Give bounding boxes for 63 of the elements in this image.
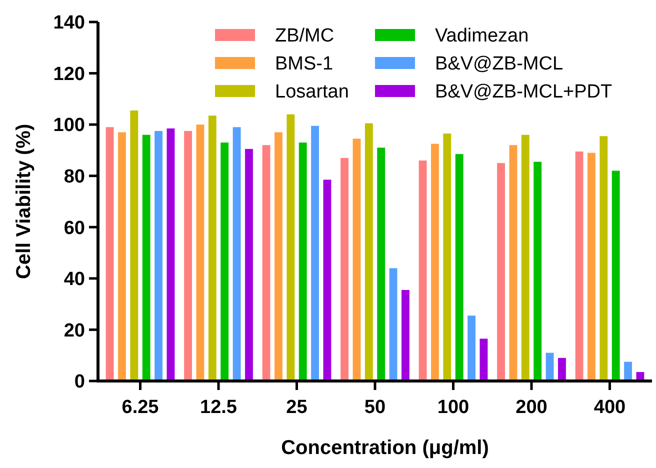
bar (468, 316, 476, 381)
x-tick-label: 50 (364, 397, 386, 418)
bar (431, 144, 439, 381)
bar (443, 134, 452, 381)
bar (588, 152, 596, 381)
bar (245, 148, 253, 381)
bar (262, 145, 270, 381)
bar (184, 130, 192, 381)
x-tick-label: 200 (516, 397, 548, 418)
bar (208, 116, 216, 381)
y-tick-label: 80 (64, 166, 85, 188)
bar (106, 127, 114, 381)
y-tick-label: 0 (74, 372, 85, 393)
y-tick-label: 120 (53, 64, 85, 85)
y-tick-label: 140 (53, 12, 85, 34)
bar (509, 145, 518, 381)
bar (600, 136, 608, 381)
y-axis-title: Cell Viability (%) (13, 124, 35, 280)
bar (377, 148, 386, 381)
bar (389, 268, 398, 381)
bar (142, 134, 150, 381)
y-tick-label: 20 (64, 320, 85, 342)
x-tick-label: 12.5 (200, 397, 238, 418)
bar (286, 114, 295, 381)
bar (418, 160, 427, 381)
bar (220, 142, 229, 381)
legend-label: B&V@ZB-MCL (435, 54, 564, 75)
x-axis-title: Concentration (μg/ml) (281, 437, 489, 459)
legend-label: ZB/MC (275, 26, 334, 47)
bar (118, 132, 126, 381)
x-tick-label: 400 (594, 397, 626, 418)
legend-label: BMS-1 (275, 54, 334, 75)
bar (521, 134, 530, 381)
bar (364, 123, 373, 381)
bar (166, 128, 175, 381)
bar (274, 132, 282, 381)
x-tick-label: 6.25 (122, 397, 160, 418)
legend-label: Losartan (275, 82, 349, 103)
bar (612, 170, 620, 381)
bar (402, 290, 410, 381)
bar (298, 142, 307, 381)
bar (311, 126, 319, 381)
bar (232, 127, 241, 381)
bar (534, 162, 542, 381)
y-tick-label: 60 (64, 218, 85, 239)
bar (455, 154, 464, 381)
bar (497, 163, 505, 381)
bar (340, 158, 348, 381)
bar (130, 110, 138, 381)
bar (624, 362, 632, 381)
y-tick-label: 40 (64, 269, 85, 290)
bar (558, 358, 566, 381)
bar (323, 180, 332, 381)
legend-label: Vadimezan (435, 26, 529, 47)
x-tick-label: 25 (286, 397, 308, 418)
bar (352, 138, 361, 381)
x-tick-label: 100 (437, 397, 470, 418)
legend-label: B&V@ZB-MCL+PDT (435, 82, 613, 103)
bar (196, 124, 204, 381)
y-tick-label: 100 (53, 115, 85, 136)
bar (575, 151, 584, 381)
bar (480, 338, 488, 381)
bar (154, 130, 162, 381)
